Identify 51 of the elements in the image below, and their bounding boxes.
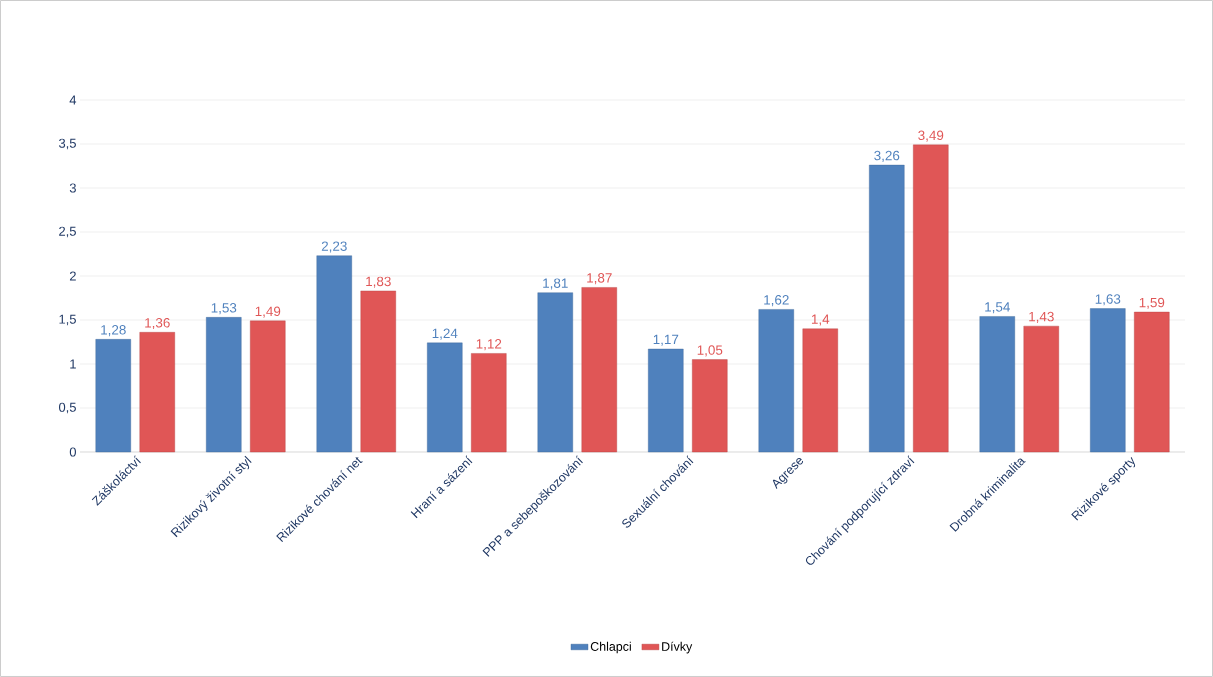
data-label: 1,05: [697, 345, 723, 357]
bar: [360, 290, 396, 453]
data-label: 1,63: [1095, 294, 1121, 306]
data-label: 1,12: [476, 339, 502, 351]
bar: [537, 292, 573, 453]
data-label: 1,17: [653, 334, 679, 346]
data-label: 1,24: [432, 328, 458, 340]
bar: [1134, 311, 1170, 453]
y-tick-label: 2,5: [59, 226, 76, 238]
bar: [427, 342, 463, 453]
legend-label: Dívky: [662, 641, 693, 654]
bar: [648, 348, 684, 453]
bar: [913, 144, 949, 453]
data-label: 1,59: [1139, 297, 1165, 309]
bar: [979, 316, 1015, 453]
bar: [1023, 325, 1059, 453]
data-label: 1,28: [101, 325, 126, 337]
data-label: 1,4: [811, 314, 830, 326]
y-tick-label: 0,5: [58, 402, 76, 414]
data-label: 1,36: [145, 318, 170, 330]
bar: [1090, 308, 1126, 453]
bar: [316, 255, 352, 453]
data-label: 1,43: [1029, 311, 1054, 323]
data-label: 1,54: [985, 302, 1010, 314]
data-label: 1,87: [587, 273, 612, 285]
bar: [869, 164, 905, 453]
legend-label: Chlapci: [590, 641, 631, 654]
data-label: 2,23: [321, 241, 347, 253]
bar: [802, 328, 838, 453]
y-tick-label: 3,5: [58, 138, 76, 150]
bar: [692, 359, 728, 453]
data-label: 3,26: [874, 150, 900, 162]
data-label: 3,49: [918, 130, 944, 142]
y-tick-label: 2: [69, 271, 76, 281]
y-tick-label: 1: [70, 359, 76, 369]
y-tick-label: 1,5: [59, 314, 76, 326]
data-label: 1,53: [211, 303, 237, 315]
data-label: 1,81: [543, 278, 568, 290]
bar: [95, 339, 131, 453]
y-tick-label: 3: [69, 183, 76, 193]
data-label: 1,83: [366, 276, 391, 288]
y-tick-label: 4: [69, 95, 77, 105]
data-label: 1,62: [764, 295, 789, 307]
bar: [250, 320, 286, 453]
y-tick-label: 0: [69, 447, 76, 457]
bar: [581, 287, 617, 453]
bar: [471, 353, 507, 453]
data-label: 1,49: [255, 306, 281, 318]
bar: [206, 317, 242, 453]
bar: [139, 332, 175, 453]
bar: [758, 309, 794, 453]
